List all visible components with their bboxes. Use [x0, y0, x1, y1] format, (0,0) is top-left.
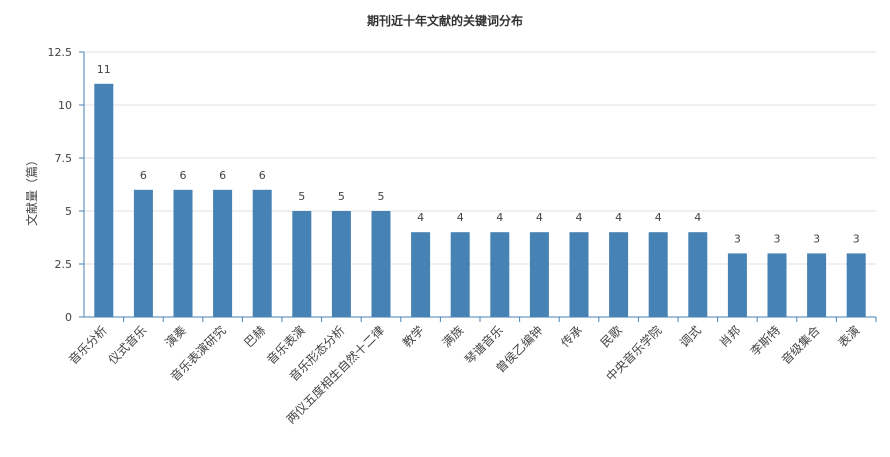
data-label: 4: [457, 211, 464, 224]
grid-lines: [84, 51, 876, 265]
data-label: 5: [298, 190, 305, 203]
data-label: 11: [97, 63, 111, 76]
bar: [292, 211, 312, 317]
bar: [173, 189, 193, 317]
x-tick-label: 满族: [439, 323, 466, 350]
x-tick-label: 仪式音乐: [105, 323, 150, 368]
x-tick-label: 演奏: [162, 323, 190, 351]
data-label: 5: [338, 190, 345, 203]
y-tick-label: 2.5: [55, 258, 73, 271]
bar: [371, 211, 391, 317]
y-tick-labels: 0 2.5 5 7.5 10 12.5: [48, 46, 84, 324]
bar: [133, 189, 153, 317]
x-tick-label: 音乐分析: [65, 323, 110, 368]
bar: [252, 189, 272, 317]
bars: [94, 83, 866, 317]
data-labels: 11 6 6 6 6 5 5 5 4 4 4 4 4 4 4 4 3 3 3 3: [97, 63, 860, 246]
data-label: 4: [615, 211, 622, 224]
data-label: 4: [496, 211, 503, 224]
bar: [609, 232, 629, 317]
bar: [529, 232, 549, 317]
bar: [490, 232, 510, 317]
x-tick-label: 表演: [835, 323, 863, 351]
x-tick-label: 巴赫: [241, 323, 268, 350]
bar: [727, 253, 747, 317]
x-tick-label: 肖邦: [717, 323, 744, 350]
x-tick-label: 教学: [399, 323, 427, 351]
x-tick-label: 音级集合: [778, 323, 823, 368]
bar: [331, 211, 351, 317]
bar: [450, 232, 470, 317]
x-tick-label: 民歌: [597, 323, 625, 351]
bar: [767, 253, 787, 317]
axes: [83, 52, 876, 318]
data-label: 4: [655, 211, 662, 224]
data-label: 3: [774, 232, 781, 245]
x-tick-label: 李斯特: [747, 323, 783, 359]
chart-title: 期刊近十年文献的关键词分布: [366, 14, 523, 28]
data-label: 3: [813, 232, 820, 245]
bar: [807, 253, 827, 317]
y-tick-label: 10: [58, 99, 72, 112]
y-tick-label: 7.5: [55, 152, 73, 165]
bar: [94, 83, 114, 317]
data-label: 4: [576, 211, 583, 224]
data-label: 3: [734, 232, 741, 245]
data-label: 6: [219, 169, 226, 182]
bar: [213, 189, 233, 317]
data-label: 4: [417, 211, 424, 224]
data-label: 3: [853, 232, 860, 245]
y-tick-label: 12.5: [48, 46, 73, 59]
y-tick-label: 0: [65, 311, 72, 324]
y-tick-label: 5: [65, 205, 72, 218]
x-tick-label: 调式: [677, 323, 704, 350]
data-label: 6: [140, 169, 147, 182]
data-label: 6: [180, 169, 187, 182]
data-label: 4: [536, 211, 543, 224]
x-tick-label: 传承: [558, 323, 586, 351]
data-label: 6: [259, 169, 266, 182]
bar: [846, 253, 866, 317]
bar: [648, 232, 668, 317]
y-axis-label: 文献量（篇）: [24, 154, 39, 226]
x-tick-labels: 音乐分析仪式音乐 演奏音乐表演研究 巴赫音乐表演音乐形态分析两仪五度相生自然十二律教…: [65, 317, 877, 426]
bar: [688, 232, 708, 317]
data-label: 5: [378, 190, 385, 203]
data-label: 4: [694, 211, 701, 224]
bar: [569, 232, 589, 317]
bar: [411, 232, 431, 317]
